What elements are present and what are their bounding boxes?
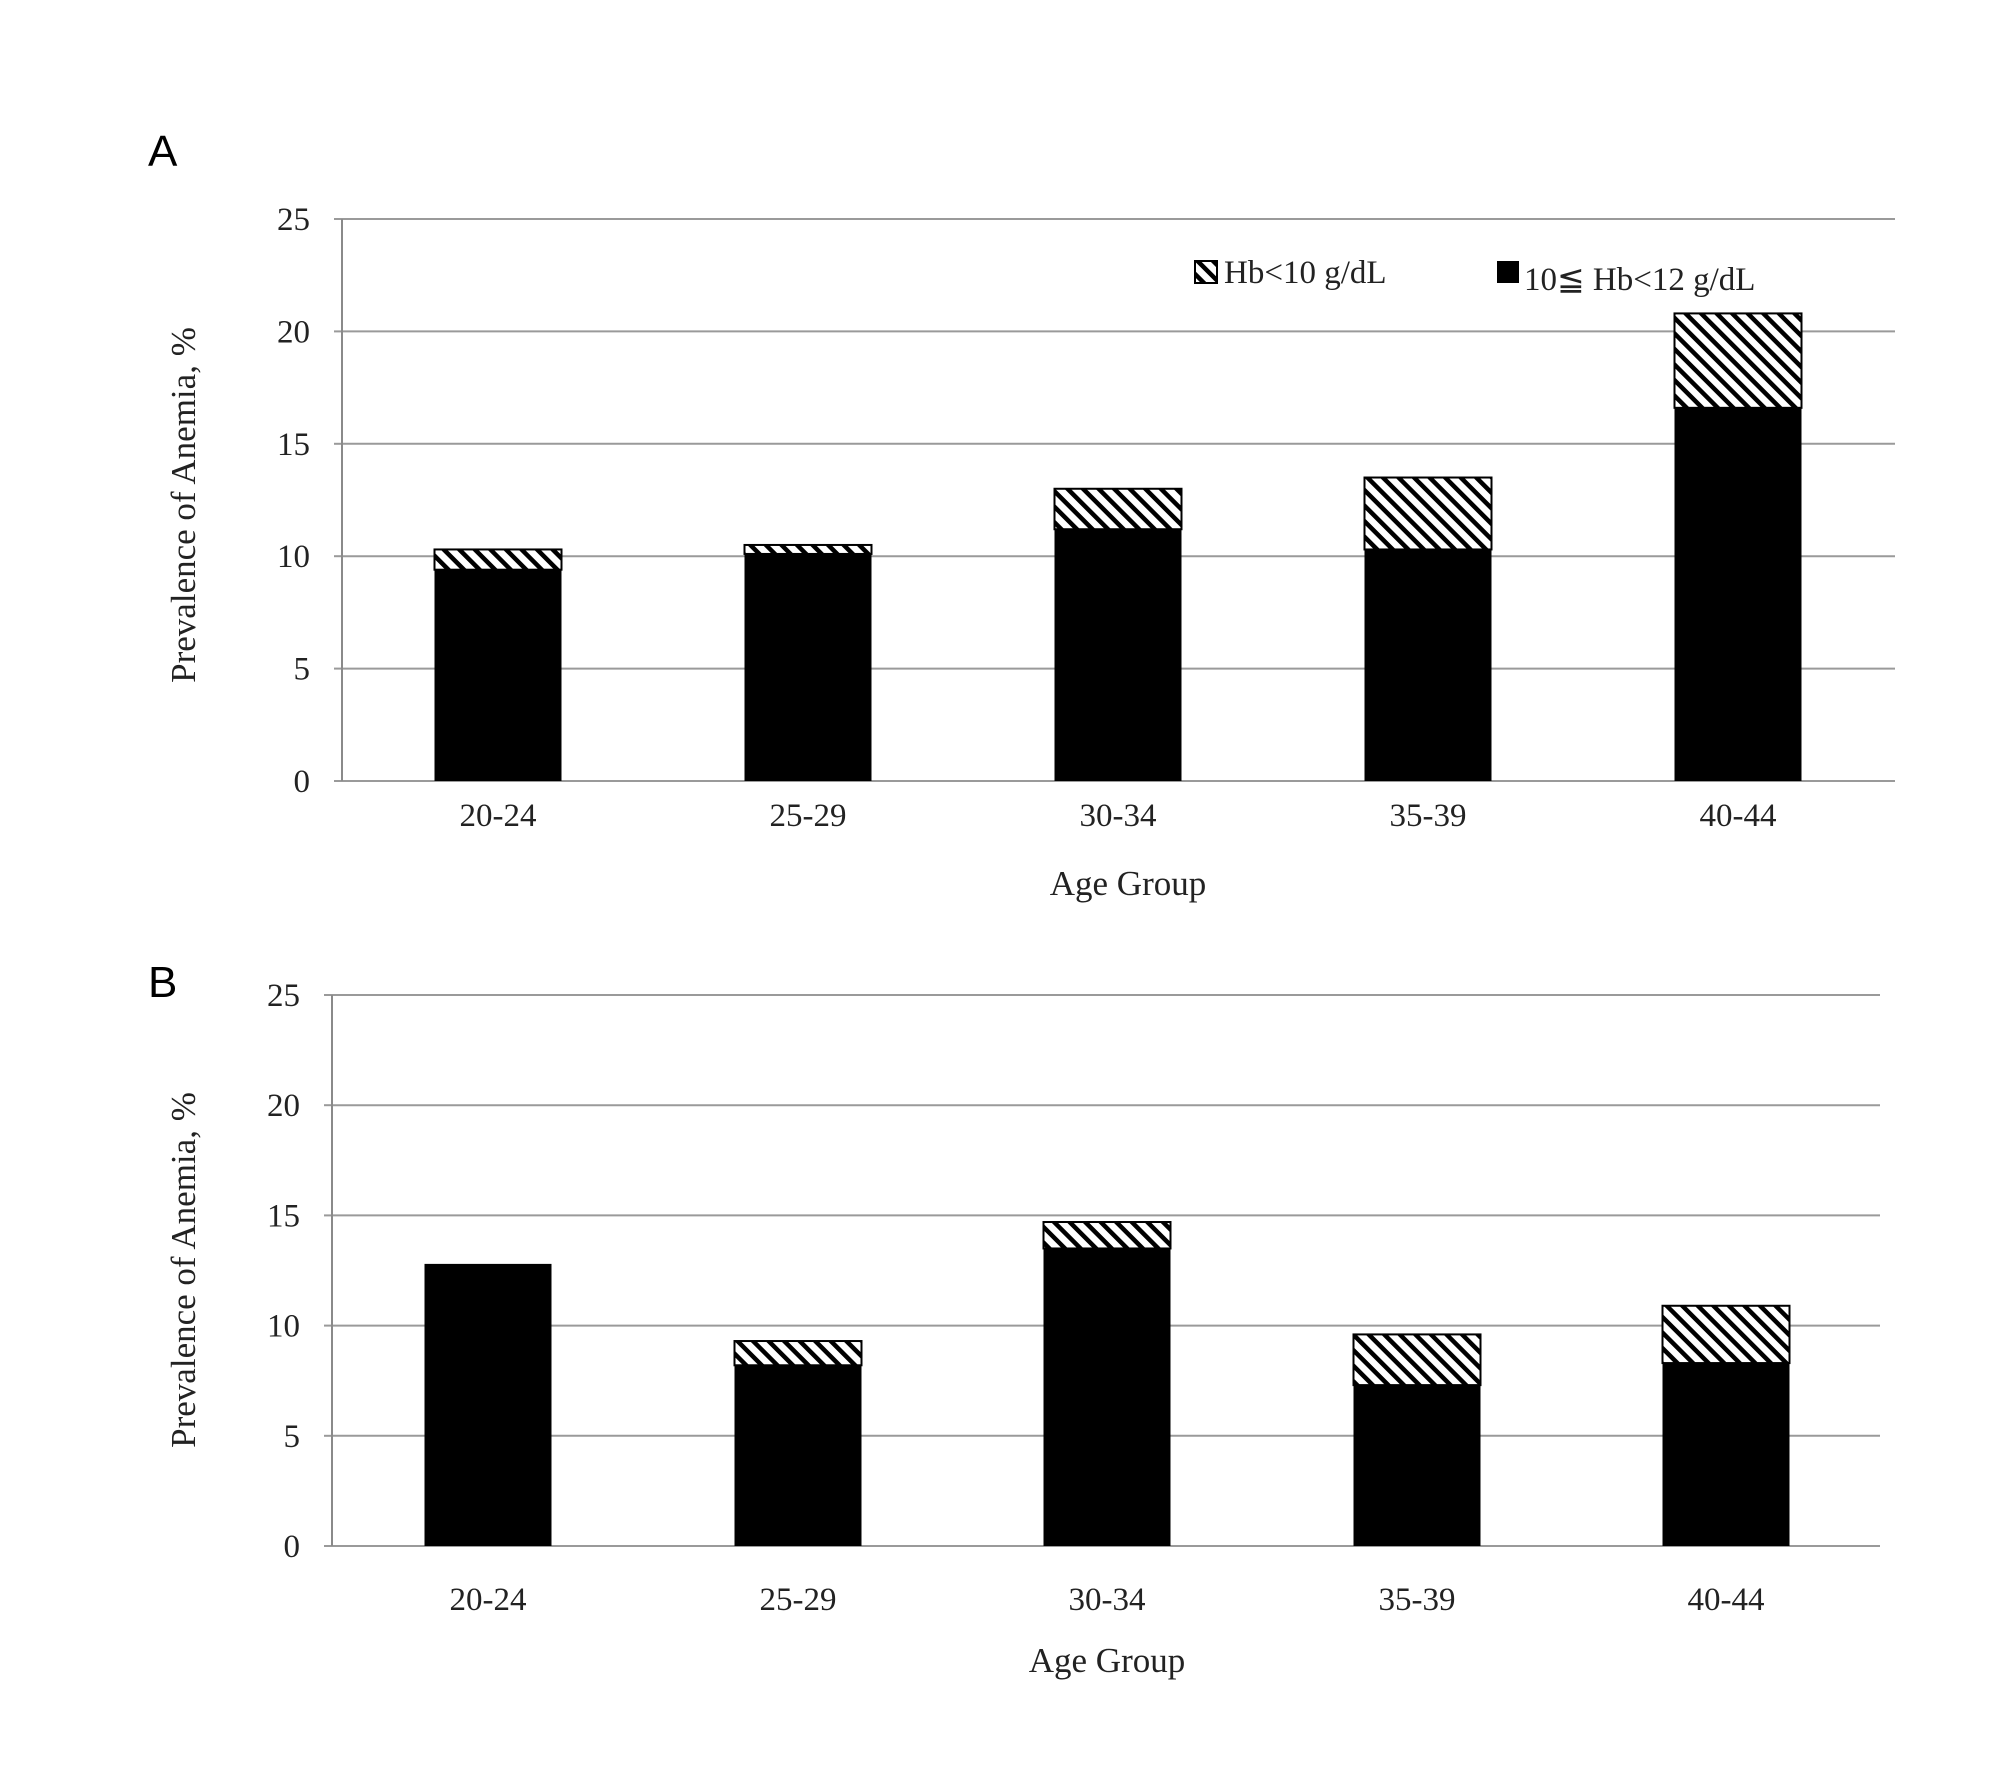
y-tick-label: 5 [284, 1419, 301, 1455]
x-tick-label: 40-44 [1700, 798, 1777, 834]
y-tick-label: 20 [277, 314, 310, 350]
x-tick-label: 25-29 [760, 1582, 837, 1618]
chart-panel-b: B 0 5 10 15 20 25 20-24 25-29 30-34 35-39 40-44 A… [148, 958, 1880, 1680]
bar-segment-hb-under-10 [743, 543, 873, 555]
bar-segment-hb-under-10 [1673, 312, 1803, 409]
bar-segment-hb-under-10 [733, 1340, 863, 1367]
bar-segment-hb-under-10 [1053, 487, 1183, 531]
bar-segment-hb-10-12 [1674, 407, 1802, 781]
panel-label-a: A [148, 127, 178, 176]
legend: Hb<10 g/dL 10≦ Hb<12 g/dL [1194, 255, 1755, 298]
bar-segment-hb-10-12 [744, 553, 872, 781]
y-axis-title-a: Prevalence of Anemia, % [164, 327, 203, 683]
x-tick-label: 40-44 [1688, 1582, 1765, 1618]
bars-b [424, 1221, 1791, 1546]
y-tick-label: 20 [267, 1088, 300, 1124]
y-tick-label: 15 [277, 427, 310, 463]
x-tick-labels-b: 20-24 25-29 30-34 35-39 40-44 [450, 1582, 1765, 1618]
y-tick-label: 10 [277, 539, 310, 575]
x-tick-label: 20-24 [450, 1582, 527, 1618]
x-axis-title-b: Age Group [1029, 1641, 1186, 1680]
bars-a [433, 312, 1803, 781]
bar-segment-hb-under-10 [433, 548, 563, 571]
bar-segment-hb-10-12 [424, 1263, 552, 1546]
bar-segment-hb-10-12 [1364, 549, 1492, 781]
bar-segment-hb-under-10 [1661, 1304, 1791, 1365]
y-tick-label: 15 [267, 1198, 300, 1234]
bar-segment-hb-under-10 [1042, 1221, 1172, 1250]
y-tick-label: 25 [277, 202, 310, 238]
chart-panel-a: A 0 5 10 15 20 25 20-24 25-29 30-34 35-39 40-44 A… [148, 127, 1895, 903]
x-tick-label: 25-29 [770, 798, 847, 834]
y-tick-label: 0 [284, 1529, 301, 1565]
y-tick-label: 0 [294, 764, 311, 800]
bar-segment-hb-10-12 [1662, 1363, 1790, 1546]
x-tick-labels-a: 20-24 25-29 30-34 35-39 40-44 [460, 798, 1777, 834]
x-tick-label: 30-34 [1069, 1582, 1146, 1618]
bar-segment-hb-10-12 [734, 1365, 862, 1546]
bar-segment-hb-under-10 [1352, 1333, 1482, 1387]
bar-segment-hb-under-10 [1363, 476, 1493, 551]
y-tick-label: 5 [294, 652, 311, 688]
legend-swatch-hatched [1194, 260, 1218, 284]
y-tick-label: 25 [267, 978, 300, 1014]
legend-label-hatched: Hb<10 g/dL [1224, 255, 1387, 291]
bar-segment-hb-10-12 [1043, 1248, 1171, 1546]
x-tick-label: 30-34 [1080, 798, 1157, 834]
y-tick-labels-b: 0 5 10 15 20 25 [267, 978, 300, 1565]
y-axis-title-b: Prevalence of Anemia, % [164, 1092, 203, 1448]
legend-swatch-solid [1497, 261, 1519, 283]
x-tick-label: 35-39 [1390, 798, 1467, 834]
panel-label-b: B [148, 958, 177, 1007]
x-axis-title-a: Age Group [1050, 864, 1207, 903]
bar-segment-hb-10-12 [434, 569, 562, 781]
bar-segment-hb-10-12 [1054, 529, 1182, 781]
y-tick-labels-a: 0 5 10 15 20 25 [277, 202, 310, 800]
legend-label-solid: 10≦ Hb<12 g/dL [1524, 262, 1755, 298]
y-tick-label: 10 [267, 1309, 300, 1345]
x-tick-label: 20-24 [460, 798, 537, 834]
bar-segment-hb-10-12 [1353, 1385, 1481, 1546]
x-tick-label: 35-39 [1379, 1582, 1456, 1618]
